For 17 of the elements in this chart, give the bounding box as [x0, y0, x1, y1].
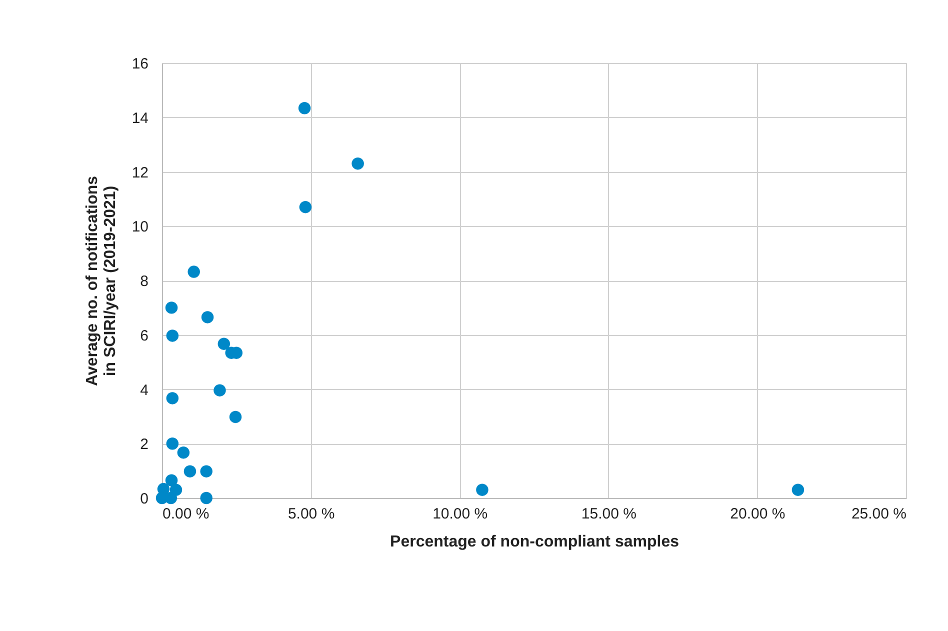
- y-tick-label: 14: [132, 110, 148, 127]
- y-tick-label: 0: [140, 490, 148, 508]
- x-tick-label: 0.00 %: [162, 506, 210, 522]
- x-tick-label: 25.00 %: [851, 506, 906, 522]
- x-tick-label: 5.00 %: [288, 506, 335, 522]
- y-tick-label: 8: [140, 273, 148, 290]
- x-tick-label: 10.00 %: [432, 506, 488, 522]
- y-tick-label: 10: [132, 218, 148, 236]
- y-tick-label: 12: [132, 164, 148, 182]
- x-axis-title: Percentage of non-compliant samples: [390, 534, 680, 550]
- x-tick-label: 15.00 %: [581, 506, 636, 522]
- y-axis-title: Average no. of notifications in SCIRI/year (2019-2021): [84, 176, 119, 386]
- y-tick-label: 16: [132, 56, 148, 72]
- x-tick-label: 20.00 %: [730, 506, 786, 522]
- y-tick-label: 4: [140, 382, 148, 399]
- y-tick-label: 2: [140, 436, 148, 454]
- y-tick-label: 6: [140, 327, 148, 344]
